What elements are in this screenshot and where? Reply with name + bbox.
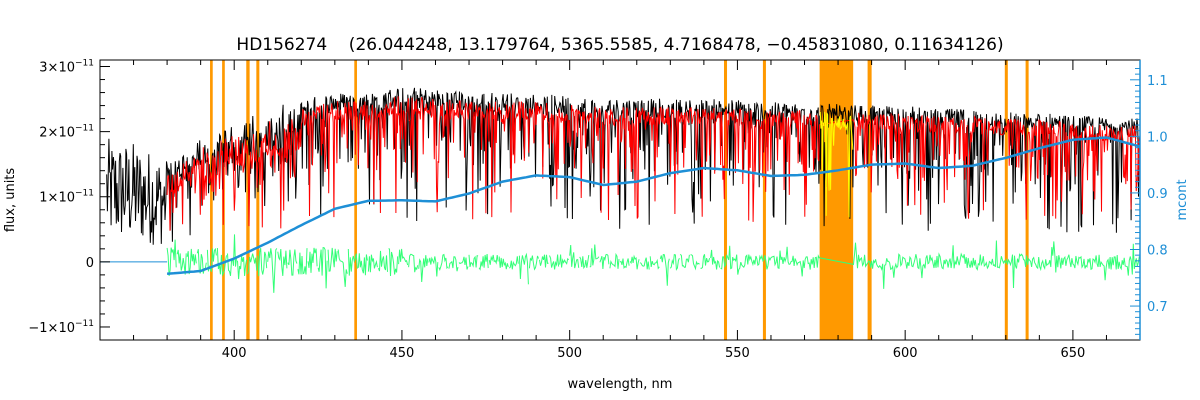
x-axis-label: wavelength, nm: [568, 377, 673, 392]
mask-band-10: [1004, 60, 1008, 340]
mask-band-2: [246, 60, 250, 340]
continuum-group: [166, 136, 1141, 276]
right-tick-label: 1.0: [1147, 130, 1168, 145]
right-axis-label: mcont: [1175, 179, 1190, 220]
mask-band-11: [1025, 60, 1029, 340]
y-axis-ticks: −1×10−11 0 1×10−11 2×10−11 3×10−11: [28, 59, 110, 341]
y-tick-label: 3×10−11: [39, 59, 94, 76]
mask-band-0: [210, 60, 213, 340]
x-tick-label: 600: [893, 346, 918, 361]
y-tick-label: 0: [86, 256, 94, 271]
residuals-line: [166, 234, 1140, 293]
model-spectrum-line: [166, 96, 1141, 231]
mask-band-5: [724, 60, 728, 340]
masked-model-line: [819, 111, 854, 218]
right-tick-label: 0.9: [1147, 187, 1168, 202]
y-tick-label: 2×10−11: [39, 124, 94, 141]
x-tick-label: 500: [557, 346, 582, 361]
mask-band-6: [762, 60, 766, 340]
x-tick-label: 550: [725, 346, 750, 361]
mask-band-3: [256, 60, 260, 340]
x-axis-ticks: 400 450 500 550 600 650: [99, 60, 1141, 361]
x-tick-label: 400: [222, 346, 247, 361]
right-axis-ticks: 0.7 0.8 0.9 1.0 1.1: [1130, 60, 1168, 340]
mask-band-9: [869, 60, 872, 340]
x-tick-label: 450: [390, 346, 415, 361]
mask-bands-group: [210, 60, 1029, 340]
mask-band-4: [354, 60, 357, 340]
model-spectrum-group: [166, 96, 1141, 231]
right-tick-label: 0.8: [1147, 243, 1168, 258]
residuals-group: [100, 234, 1140, 293]
y-tick-label: 1×10−11: [39, 189, 94, 206]
chart-title: HD156274 (26.044248, 13.179764, 5365.558…: [236, 35, 1003, 55]
x-tick-label: 650: [1060, 346, 1085, 361]
y-axis-label: flux, units: [3, 168, 18, 233]
y-tick-label: −1×10−11: [28, 319, 94, 336]
continuum-line: [166, 136, 1141, 276]
right-tick-label: 1.1: [1147, 74, 1168, 89]
mask-band-8: [867, 60, 870, 340]
right-tick-label: 0.7: [1147, 300, 1168, 315]
